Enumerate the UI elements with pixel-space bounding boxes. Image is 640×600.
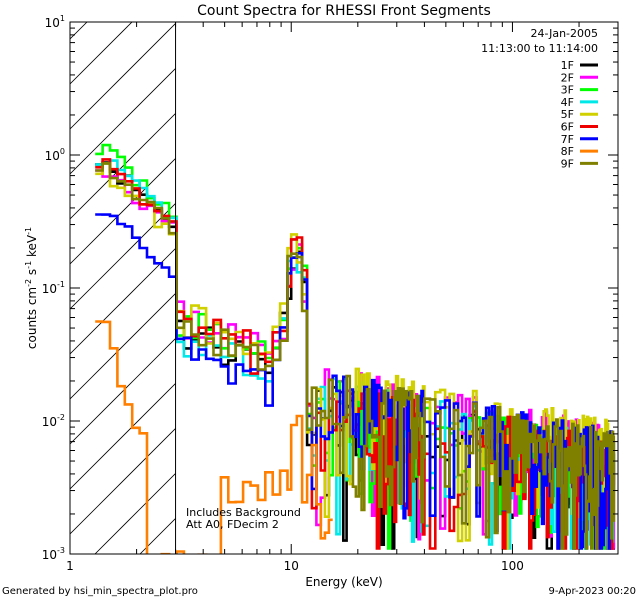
hatch-line — [70, 338, 176, 445]
hatch-line — [70, 158, 176, 265]
y-tick-label: 10-1 — [42, 280, 65, 296]
x-axis-label: Energy (keV) — [305, 575, 382, 589]
y-tick-base: 10 — [45, 16, 60, 30]
annotation-background: Includes Background — [186, 506, 301, 519]
hatch-line — [70, 293, 176, 400]
hatch-line — [139, 518, 176, 554]
y-axis-label: counts cm-2 s-1 keV-1 — [24, 227, 39, 349]
hatch-line — [70, 428, 176, 535]
y-label-mid: s — [25, 269, 39, 279]
y-tick-label: 100 — [45, 147, 65, 163]
hatch-line — [70, 23, 176, 130]
x-axis: 1 10 100 — [66, 22, 619, 573]
y-label-exp3: -1 — [24, 227, 33, 235]
y-tick-exp: -3 — [57, 546, 65, 555]
x-tick-label: 1 — [66, 559, 74, 573]
legend-label: 4F — [561, 96, 574, 109]
hatch-line — [70, 22, 133, 85]
legend-label: 1F — [561, 59, 574, 72]
y-label-exp1: -2 — [24, 279, 33, 287]
x-tick-label: 100 — [501, 559, 524, 573]
annotation-attenuator: Att A0, FDecim 2 — [186, 518, 279, 531]
x-tick-label: 10 — [284, 559, 299, 573]
y-tick-label: 101 — [45, 14, 65, 30]
hatch-line — [70, 248, 176, 355]
y-label-exp2: -1 — [24, 261, 33, 269]
y-tick-label: 10-2 — [42, 413, 65, 429]
y-tick-exp: -2 — [57, 413, 65, 422]
hatched-region — [70, 22, 176, 554]
y-tick-base: 10 — [42, 415, 57, 429]
y-label-end: keV — [25, 234, 39, 261]
legend-label: 7F — [561, 133, 574, 146]
y-tick-label: 10-3 — [42, 546, 65, 562]
legend-label: 8F — [561, 145, 574, 158]
hatch-line — [70, 22, 88, 40]
legend-label: 2F — [561, 71, 574, 84]
legend-label: 5F — [561, 108, 574, 121]
time-range-label: 11:13:00 to 11:14:00 — [481, 42, 598, 55]
chart-title: Count Spectra for RHESSI Front Segments — [197, 3, 491, 19]
y-tick-exp: 0 — [60, 147, 65, 156]
y-tick-base: 10 — [42, 548, 57, 562]
legend-label: 6F — [561, 121, 574, 134]
y-tick-exp: 1 — [60, 14, 65, 23]
hatch-line — [70, 203, 176, 310]
hatch-line — [70, 113, 176, 220]
footer-generated-by: Generated by hsi_min_spectra_plot.pro — [2, 586, 198, 597]
hatch-line — [94, 473, 176, 554]
date-label: 24-Jan-2005 — [531, 27, 599, 40]
hatch-line — [70, 383, 176, 490]
y-label-base: counts cm — [25, 287, 39, 349]
legend-label: 3F — [561, 84, 574, 97]
legend-label: 9F — [561, 157, 574, 170]
y-tick-base: 10 — [42, 282, 57, 296]
series-9f-line — [95, 162, 616, 550]
hatch-line — [70, 68, 176, 175]
series-8f-line — [95, 320, 333, 554]
y-tick-base: 10 — [45, 149, 60, 163]
series-group — [95, 143, 616, 554]
footer-timestamp: 9-Apr-2023 00:20 — [549, 586, 636, 597]
y-tick-exp: -1 — [57, 280, 65, 289]
